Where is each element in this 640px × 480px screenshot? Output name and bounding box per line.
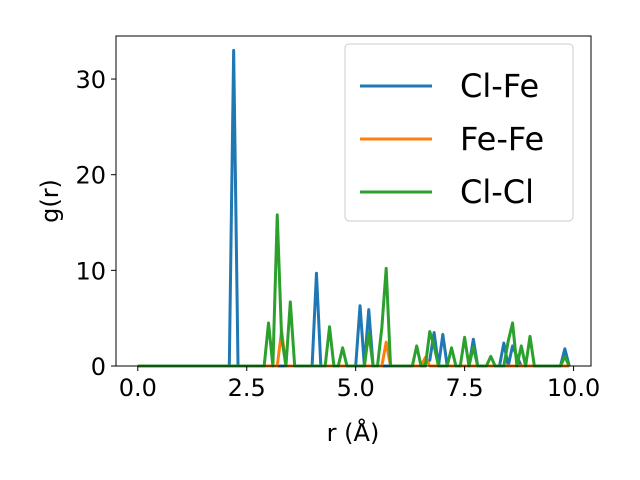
- y-axis-label: g(r): [36, 179, 64, 223]
- x-axis: 0.0 2.5 5.0 7.5 10.0: [119, 366, 600, 402]
- legend-box: [344, 43, 574, 222]
- x-tick-label: 0.0: [119, 374, 157, 402]
- x-tick-label: 7.5: [446, 374, 484, 402]
- x-axis-label: r (Å): [327, 418, 380, 447]
- y-tick-label: 20: [75, 162, 106, 190]
- legend: Cl-Fe Fe-Fe Cl-Cl: [344, 43, 574, 222]
- x-tick-label: 5.0: [337, 374, 375, 402]
- y-tick-label: 0: [91, 353, 106, 381]
- legend-label-fe-fe: Fe-Fe: [460, 120, 544, 158]
- x-tick-label: 2.5: [228, 374, 266, 402]
- y-tick-label: 30: [75, 66, 106, 94]
- y-tick-label: 10: [75, 257, 106, 285]
- y-axis: 0 10 20 30: [75, 66, 116, 381]
- legend-label-cl-cl: Cl-Cl: [460, 173, 534, 211]
- plot-border: [115, 35, 592, 367]
- x-tick-label: 10.0: [547, 374, 600, 402]
- legend-label-cl-fe: Cl-Fe: [460, 67, 539, 105]
